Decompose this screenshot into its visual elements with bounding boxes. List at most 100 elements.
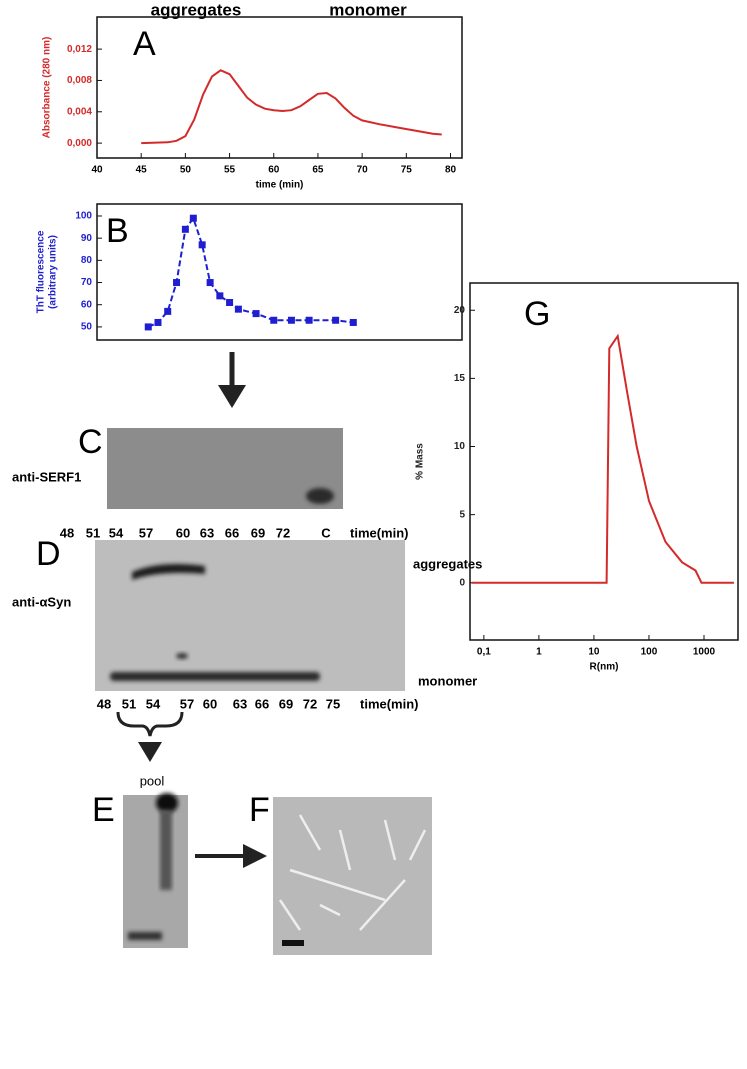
data-line <box>471 333 734 584</box>
y-tick-label: 20 <box>454 305 466 316</box>
arrow-head <box>138 742 162 762</box>
y-axis-label: % Mass <box>415 443 426 480</box>
band <box>128 932 162 940</box>
marker <box>287 316 295 324</box>
lane-label: 69 <box>279 696 293 711</box>
y-axis-label: ThT fluorescence <box>36 230 47 313</box>
x-tick-label: 100 <box>641 647 658 658</box>
marker <box>164 307 172 315</box>
x-tick-label: 65 <box>312 165 324 176</box>
band <box>306 488 334 504</box>
fibrils <box>278 814 427 931</box>
y-tick-label: 80 <box>81 255 93 266</box>
marker <box>198 241 206 249</box>
y-tick-label: 10 <box>454 441 466 452</box>
plot-frame <box>96 16 463 159</box>
marker <box>181 225 189 233</box>
lane-label: 57 <box>180 696 194 711</box>
panel-letter: C <box>78 423 103 461</box>
lane-label: 57 <box>139 525 153 540</box>
marker <box>305 316 313 324</box>
y-tick-label: 0,008 <box>67 75 92 86</box>
lane-label: 48 <box>97 696 111 711</box>
lane-label: 54 <box>146 696 161 711</box>
lane-label: 51 <box>122 696 136 711</box>
antibody-label: anti-SERF1 <box>12 469 81 484</box>
marker <box>189 214 197 222</box>
lane-label: 48 <box>60 525 74 540</box>
lane-label: 66 <box>225 525 239 540</box>
y-axis-label: Absorbance (280 nm) <box>42 37 53 139</box>
marker <box>270 316 278 324</box>
lane-label: 72 <box>276 525 290 540</box>
lane-label: 63 <box>200 525 214 540</box>
axis-label: time(min) <box>350 525 409 540</box>
x-tick-label: 0,1 <box>477 647 491 658</box>
marker <box>349 318 357 326</box>
panel-letter: D <box>36 535 61 573</box>
marker <box>234 305 242 313</box>
y-tick-label: 70 <box>81 277 93 288</box>
y-tick-label: 0,012 <box>67 44 92 55</box>
header: aggregates <box>151 0 242 19</box>
antibody-label: anti-αSyn <box>12 594 71 609</box>
band <box>110 672 320 681</box>
x-tick-label: 10 <box>588 647 600 658</box>
panel-letter: G <box>524 295 550 333</box>
lane-label: 66 <box>255 696 269 711</box>
data-line <box>147 216 354 328</box>
y-tick-label: 0 <box>459 577 465 588</box>
panel-letter: F <box>249 791 270 829</box>
scale-bar <box>282 940 304 946</box>
lane-label: 72 <box>303 696 317 711</box>
x-tick-label: 1000 <box>693 647 716 658</box>
y-tick-label: 100 <box>75 211 92 222</box>
gel <box>123 795 188 948</box>
pool-label: pool <box>140 773 165 788</box>
x-tick-label: 60 <box>268 165 280 176</box>
x-tick-label: 40 <box>91 165 103 176</box>
plot-frame <box>469 282 739 641</box>
y-tick-label: 0,000 <box>67 138 92 149</box>
lane-label: 63 <box>233 696 247 711</box>
brace <box>116 711 184 737</box>
gel <box>107 428 343 509</box>
x-tick-label: 1 <box>536 647 542 658</box>
lane-label: 60 <box>203 696 217 711</box>
arrow-head <box>218 385 246 408</box>
marker <box>154 318 162 326</box>
plot-frame <box>96 203 463 341</box>
data-line <box>141 69 442 145</box>
gel-label: monomer <box>418 673 477 688</box>
lane-label: 60 <box>176 525 190 540</box>
y-tick-label: 50 <box>81 322 93 333</box>
x-tick-label: 70 <box>357 165 369 176</box>
marker <box>252 310 260 318</box>
smear <box>160 810 172 890</box>
band <box>156 793 178 813</box>
marker <box>173 279 181 287</box>
x-tick-label: 75 <box>401 165 413 176</box>
lane-label: 75 <box>326 696 340 711</box>
marker <box>144 323 152 331</box>
x-tick-label: 45 <box>136 165 148 176</box>
y-axis-label: (arbitrary units) <box>48 235 59 309</box>
x-tick-label: 50 <box>180 165 192 176</box>
x-axis-label: time (min) <box>256 180 304 191</box>
band <box>176 653 188 659</box>
marker <box>206 279 214 287</box>
panel-letter: E <box>92 791 115 829</box>
x-tick-label: 55 <box>224 165 236 176</box>
panel-letter: A <box>133 25 156 63</box>
x-axis-label: R(nm) <box>590 662 619 673</box>
band <box>132 564 205 580</box>
lane-label: C <box>321 525 331 540</box>
axis-label: time(min) <box>360 696 419 711</box>
header: monomer <box>329 0 407 19</box>
y-tick-label: 15 <box>454 373 466 384</box>
x-tick-label: 80 <box>445 165 457 176</box>
lane-label: 69 <box>251 525 265 540</box>
marker <box>332 316 340 324</box>
micrograph <box>273 797 432 955</box>
panel-letter: B <box>106 212 129 250</box>
